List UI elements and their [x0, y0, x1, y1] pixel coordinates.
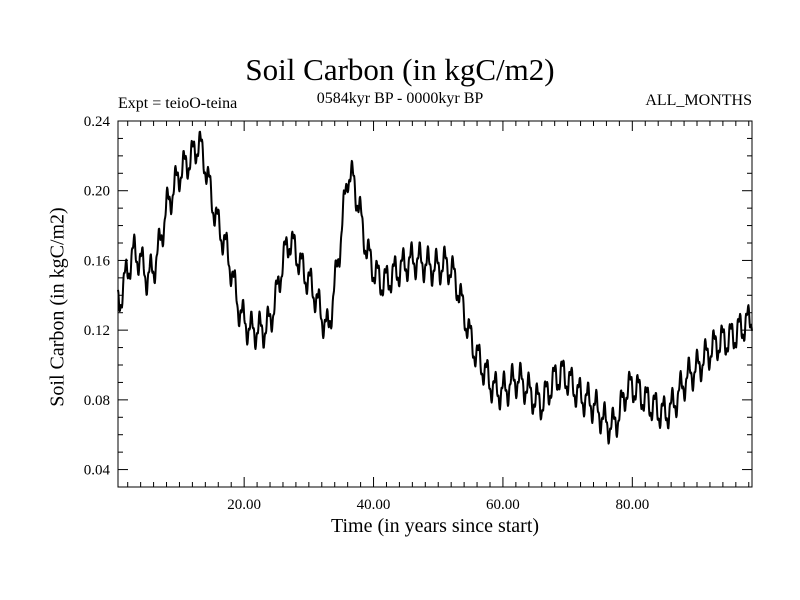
y-tick-label: 0.12 — [84, 323, 110, 339]
x-tick-label: 20.00 — [227, 497, 261, 513]
x-tick-label: 80.00 — [615, 497, 649, 513]
x-tick-label: 60.00 — [486, 497, 520, 513]
plot-frame — [117, 120, 753, 488]
chart-subtitle: 0584kyr BP - 0000kyr BP — [316, 90, 484, 107]
x-tick-label: 40.00 — [357, 497, 391, 513]
chart-title: Soil Carbon (in kgC/m2) — [245, 52, 555, 87]
months-label: ALL_MONTHS — [645, 92, 752, 109]
y-tick-label: 0.08 — [84, 393, 110, 409]
y-tick-label: 0.20 — [84, 184, 110, 200]
experiment-label: Expt = teioO-teina — [118, 95, 238, 112]
y-tick-label: 0.04 — [84, 463, 111, 479]
y-axis-label-text: Soil Carbon (in kgC/m2) — [46, 207, 69, 407]
series-line-soil-carbon — [117, 130, 753, 445]
x-axis-label: Time (in years since start) — [330, 515, 540, 537]
y-tick-label: 0.16 — [84, 253, 111, 269]
y-tick-label: 0.24 — [84, 114, 111, 130]
